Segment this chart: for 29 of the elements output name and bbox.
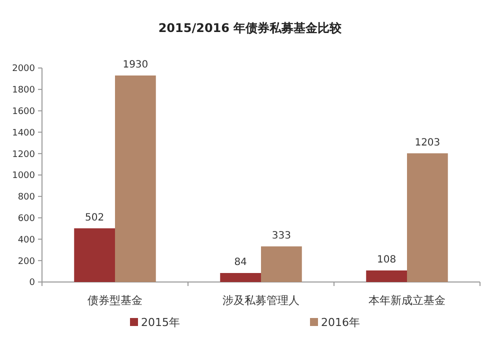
- y-tick-label: 1600: [12, 106, 36, 117]
- bar: [220, 273, 261, 282]
- data-label: 333: [272, 230, 291, 242]
- bar: [366, 270, 407, 282]
- data-label: 84: [234, 257, 247, 268]
- data-label: 1930: [122, 59, 148, 70]
- data-label: 108: [377, 254, 396, 266]
- bar: [261, 246, 302, 282]
- y-tick-label: 600: [18, 214, 36, 224]
- x-tick-label: 本年新成立基金: [368, 294, 446, 307]
- x-tick-label: 涉及私募管理人: [222, 294, 300, 307]
- y-tick-label: 1000: [12, 171, 36, 182]
- legend-label: 2016年: [321, 316, 360, 329]
- chart-title: 2015/2016 年债券私募基金比较: [158, 21, 343, 35]
- y-tick-label: 200: [18, 256, 36, 267]
- y-tick-label: 1200: [12, 150, 36, 160]
- bar: [115, 75, 156, 282]
- bar: [407, 153, 448, 282]
- y-tick-label: 0: [29, 278, 36, 288]
- data-label: 1203: [414, 137, 440, 148]
- bar: [74, 228, 115, 282]
- x-tick-label: 债券型基金: [88, 294, 142, 307]
- legend-label: 2015年: [141, 316, 180, 329]
- y-tick-label: 800: [18, 192, 36, 203]
- data-label: 502: [85, 212, 104, 224]
- y-tick-label: 1800: [12, 86, 36, 96]
- y-tick-label: 2000: [12, 64, 36, 74]
- y-tick-label: 400: [18, 235, 36, 246]
- y-tick-label: 1400: [12, 128, 36, 138]
